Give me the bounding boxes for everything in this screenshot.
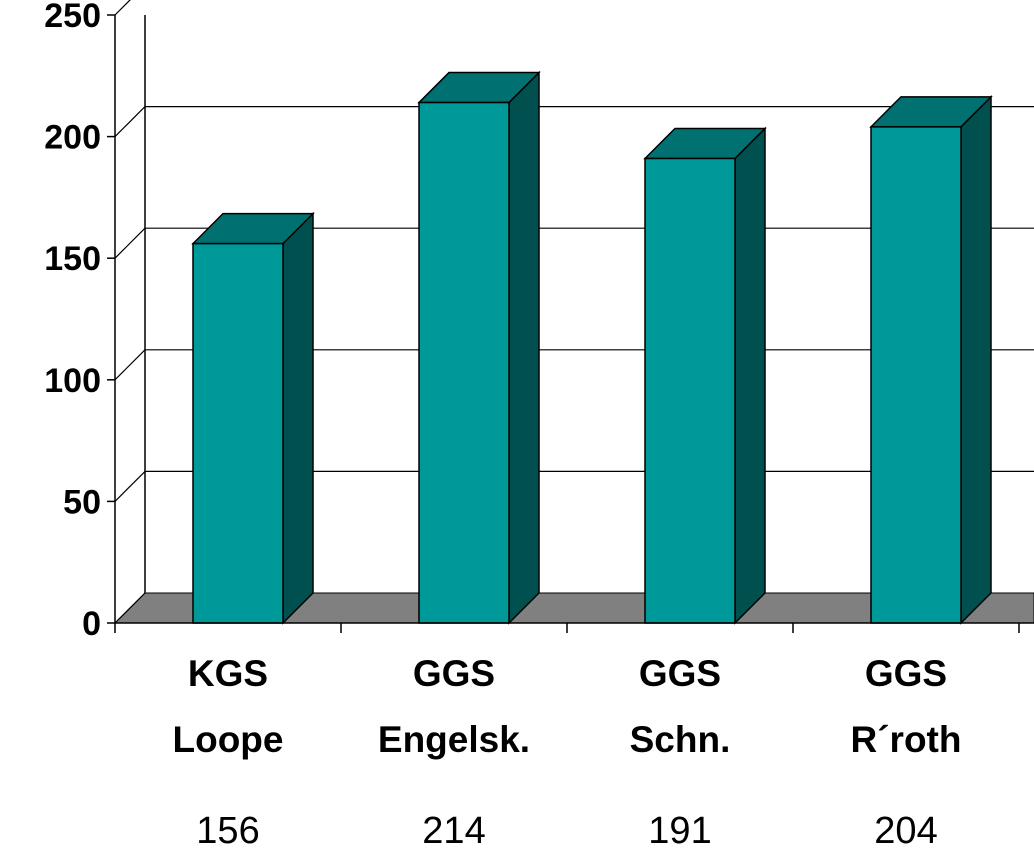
bar-4 bbox=[869, 95, 993, 625]
bar-front bbox=[870, 126, 962, 624]
bar-front bbox=[644, 157, 736, 624]
bar-side bbox=[508, 70, 540, 625]
x-category-label: Schn. bbox=[630, 719, 731, 760]
bar-side bbox=[282, 211, 314, 625]
data-label: 214 bbox=[422, 810, 485, 852]
x-category-label: GGS bbox=[413, 653, 495, 694]
data-label: 204 bbox=[874, 810, 937, 852]
wall-diagonal bbox=[114, 0, 131, 16]
y-tick-label: 200 bbox=[44, 119, 101, 157]
x-axis: KGS Loope GGS Engelsk. GGS Schn. GGS R´roth bbox=[114, 622, 1034, 760]
wall-diagonal bbox=[114, 349, 146, 381]
bar-side bbox=[960, 95, 992, 625]
wall-diagonal bbox=[114, 106, 146, 138]
wall-diagonal bbox=[114, 592, 146, 624]
y-tick-label: 100 bbox=[44, 362, 101, 400]
data-label: 156 bbox=[196, 810, 259, 852]
x-category-label: Loope bbox=[173, 719, 284, 760]
bar-1 bbox=[191, 211, 315, 625]
bars bbox=[191, 70, 993, 625]
x-category-label: R´roth bbox=[851, 719, 962, 760]
y-tick-label: 0 bbox=[82, 605, 101, 643]
y-axis: 0 50 100 150 200 250 bbox=[44, 0, 116, 643]
bar-2 bbox=[417, 70, 541, 625]
data-labels: 156 214 191 204 bbox=[196, 810, 937, 852]
y-tick-label: 50 bbox=[63, 483, 101, 521]
y-tick-label: 250 bbox=[44, 0, 101, 35]
wall-diagonal bbox=[114, 227, 146, 259]
bar-side bbox=[734, 126, 766, 625]
data-label: 191 bbox=[648, 810, 711, 852]
bar-front bbox=[418, 101, 510, 624]
bar-3 bbox=[643, 126, 767, 625]
bar-front bbox=[192, 242, 284, 624]
y-tick-label: 150 bbox=[44, 240, 101, 278]
x-category-label: GGS bbox=[639, 653, 721, 694]
x-category-label: Engelsk. bbox=[378, 719, 530, 760]
x-category-label: KGS bbox=[188, 653, 268, 694]
wall-diagonal bbox=[114, 470, 146, 502]
x-category-label: GGS bbox=[865, 653, 947, 694]
